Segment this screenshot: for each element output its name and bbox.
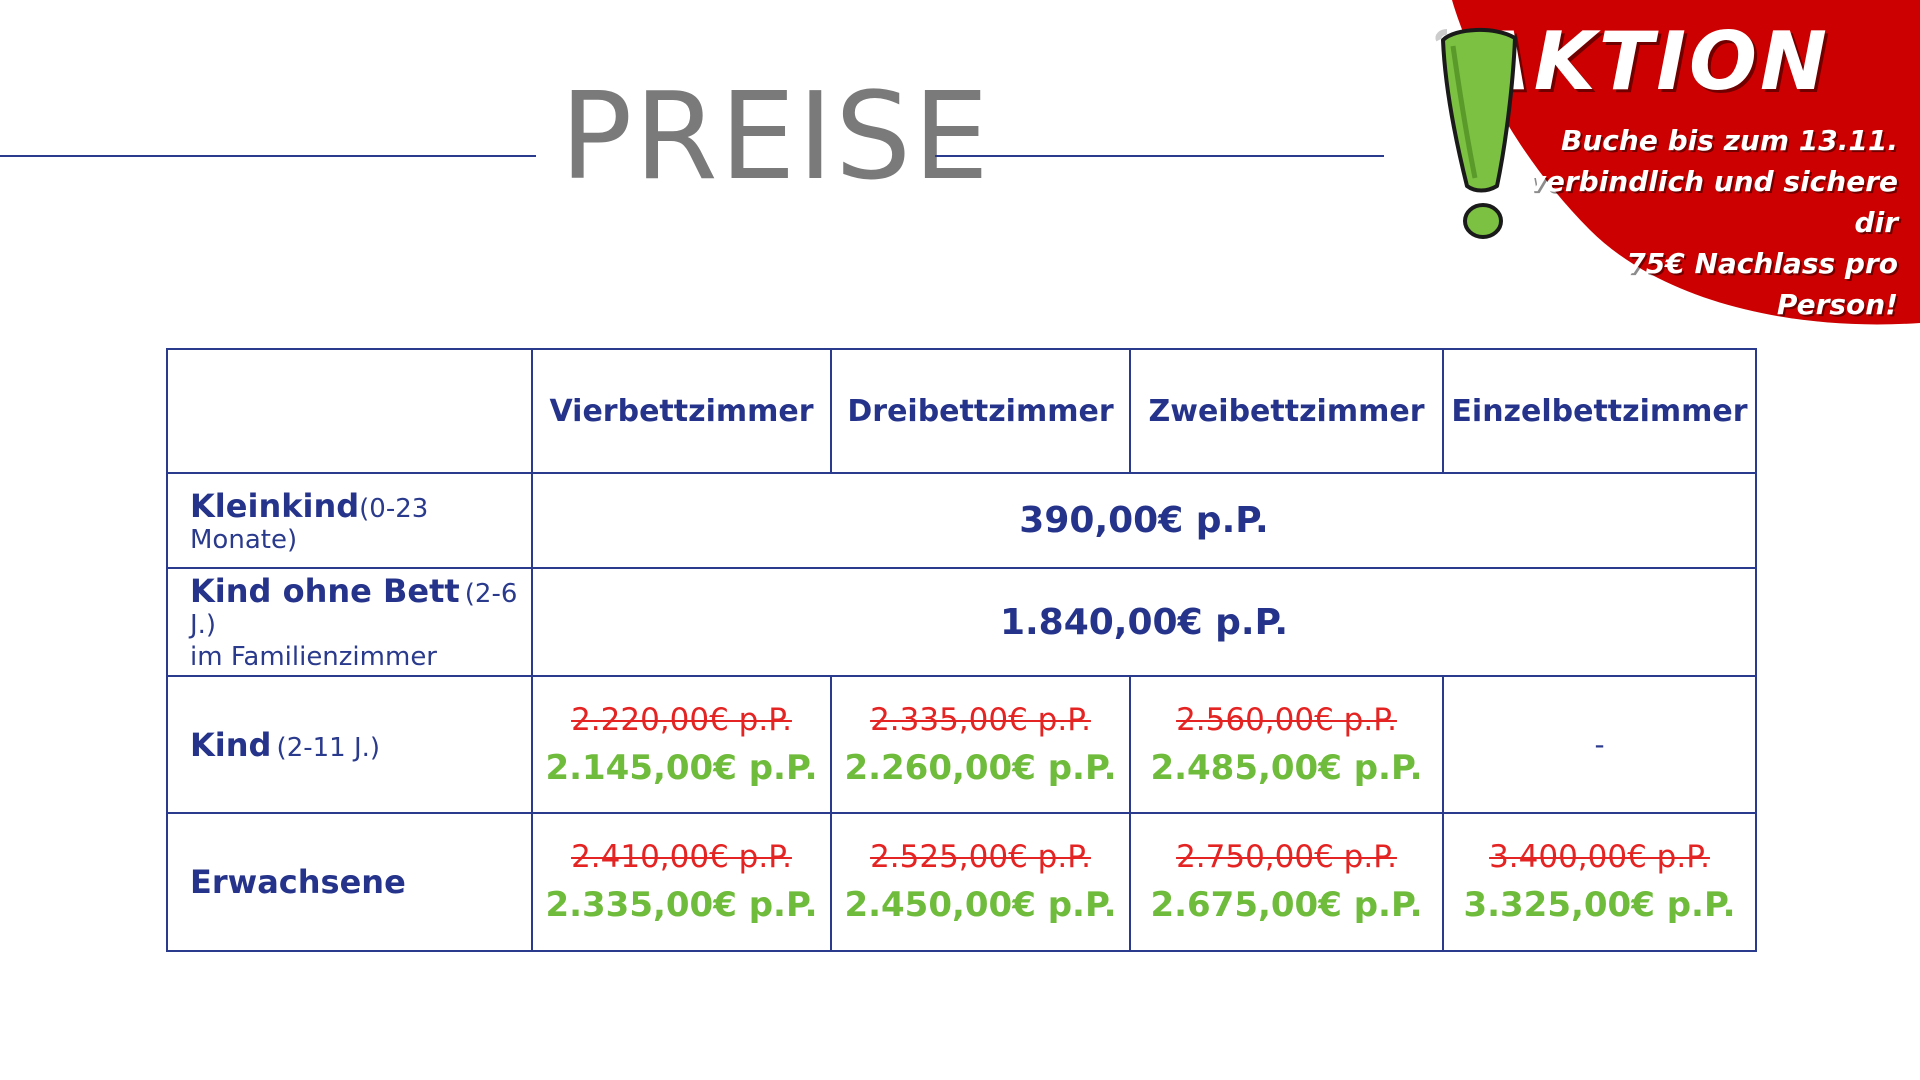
price-table: Vierbettzimmer Dreibettzimmer Zweibettzi…	[166, 348, 1757, 952]
row-label: Kleinkind	[190, 486, 360, 525]
promo-title: AKTION	[1468, 15, 1830, 108]
promo-text: Buche bis zum 13.11. verbindlich und sic…	[1498, 120, 1898, 325]
title-rule-left	[0, 155, 536, 157]
table-row-kind-ohne-bett: Kind ohne Bett (2-6 J.) im Familienzimme…	[166, 567, 1757, 677]
old-price: 2.410,00€ p.P.	[571, 839, 792, 875]
old-price: 2.220,00€ p.P.	[571, 701, 792, 738]
old-price: 2.525,00€ p.P.	[870, 839, 1091, 875]
table-row-erwachsene: Erwachsene 2.410,00€ p.P. 2.335,00€ p.P.…	[166, 812, 1757, 952]
price-cell-erwachsene-einzelbett: 3.400,00€ p.P. 3.325,00€ p.P.	[1442, 812, 1757, 952]
row-header-kind-ohne-bett: Kind ohne Bett (2-6 J.) im Familienzimme…	[166, 567, 533, 677]
row-note: im Familienzimmer	[190, 642, 437, 672]
no-price: -	[1594, 728, 1605, 761]
price-cell-kind-zweibett: 2.560,00€ p.P. 2.485,00€ p.P.	[1129, 675, 1444, 814]
exclamation-icon	[1425, 18, 1535, 253]
new-price: 2.485,00€ p.P.	[1150, 747, 1423, 788]
row-header-kleinkind: Kleinkind(0-23 Monate)	[166, 472, 533, 569]
row-sublabel: (0-23 Monate)	[190, 493, 429, 555]
price-cell-kind-vierbett: 2.220,00€ p.P. 2.145,00€ p.P.	[531, 675, 832, 814]
price-cell-kind-einzelbett: -	[1442, 675, 1757, 814]
table-header-row: Vierbettzimmer Dreibettzimmer Zweibettzi…	[166, 348, 1757, 474]
promo-line-2: verbindlich und sichere dir	[1527, 165, 1898, 239]
new-price: 2.675,00€ p.P.	[1150, 885, 1423, 925]
column-header-einzelbettzimmer: Einzelbettzimmer	[1442, 348, 1757, 474]
price-cell-erwachsene-vierbett: 2.410,00€ p.P. 2.335,00€ p.P.	[531, 812, 832, 952]
row-label: Erwachsene	[190, 863, 406, 901]
new-price: 2.335,00€ p.P.	[545, 885, 818, 925]
row-header-kind: Kind (2-11 J.)	[166, 675, 533, 814]
row-header-erwachsene: Erwachsene	[166, 812, 533, 952]
title-rule-right	[935, 155, 1384, 157]
price-cell-erwachsene-dreibett: 2.525,00€ p.P. 2.450,00€ p.P.	[830, 812, 1131, 952]
old-price: 3.400,00€ p.P.	[1489, 839, 1710, 875]
old-price: 2.335,00€ p.P.	[870, 701, 1091, 738]
new-price: 3.325,00€ p.P.	[1463, 885, 1736, 925]
row-sublabel: (2-11 J.)	[276, 732, 381, 763]
new-price: 2.145,00€ p.P.	[545, 747, 818, 788]
table-row-kind: Kind (2-11 J.) 2.220,00€ p.P. 2.145,00€ …	[166, 675, 1757, 814]
price-cell-erwachsene-zweibett: 2.750,00€ p.P. 2.675,00€ p.P.	[1129, 812, 1444, 952]
row-label: Kind ohne Bett	[190, 572, 460, 610]
old-price: 2.560,00€ p.P.	[1176, 701, 1397, 738]
promo-banner-shape	[1452, 0, 1920, 325]
column-header-dreibettzimmer: Dreibettzimmer	[830, 348, 1131, 474]
promo-line-3: 75€ Nachlass pro Person!	[1626, 247, 1898, 321]
new-price: 2.260,00€ p.P.	[844, 747, 1117, 788]
table-corner-cell	[166, 348, 533, 474]
promo-line-1: Buche bis zum 13.11.	[1561, 124, 1898, 157]
promo-banner: AKTION Buche bis zum 13.11. verbindlich …	[1320, 0, 1920, 330]
row-label: Kind	[190, 725, 272, 764]
new-price: 2.450,00€ p.P.	[844, 885, 1117, 925]
price-kleinkind: 390,00€ p.P.	[531, 472, 1757, 569]
row-sublabel: (2-6 J.)	[190, 579, 518, 640]
table-row-kleinkind: Kleinkind(0-23 Monate) 390,00€ p.P.	[166, 472, 1757, 569]
page-title: PREISE	[560, 68, 991, 207]
price-kind-ohne-bett: 1.840,00€ p.P.	[531, 567, 1757, 677]
price-cell-kind-dreibett: 2.335,00€ p.P. 2.260,00€ p.P.	[830, 675, 1131, 814]
old-price: 2.750,00€ p.P.	[1176, 839, 1397, 875]
column-header-vierbettzimmer: Vierbettzimmer	[531, 348, 832, 474]
column-header-zweibettzimmer: Zweibettzimmer	[1129, 348, 1444, 474]
